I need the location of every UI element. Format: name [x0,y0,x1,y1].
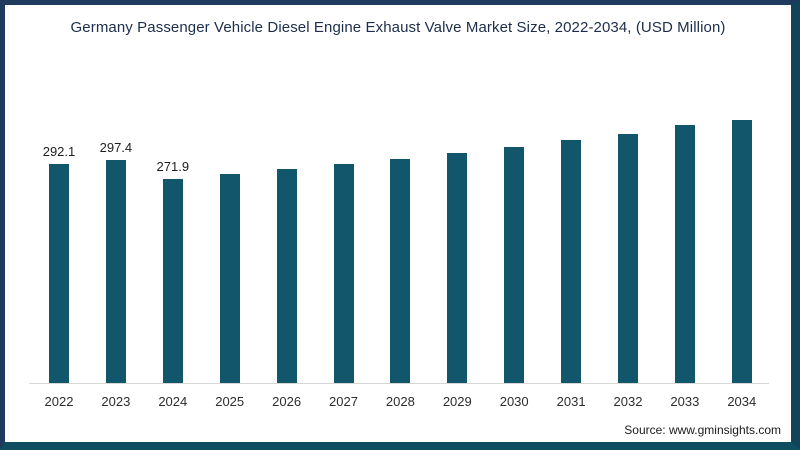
bar-value-label: 297.4 [99,140,133,155]
bar-value-label: 271.9 [156,159,190,174]
x-axis-label: 2025 [215,394,245,409]
x-axis-label: 2026 [272,394,302,409]
x-axis-label: 2032 [613,394,643,409]
bar-chart: 292.1 2022 297.4 2023 271.9 2024 2025 2026 2027 2… [5,5,791,442]
x-axis-label: 2024 [158,394,188,409]
bar [731,120,752,383]
bar [390,159,411,383]
bar [504,147,525,383]
bar [333,164,354,383]
bar [219,174,240,383]
x-axis-label: 2029 [442,394,472,409]
bar [618,134,638,383]
x-axis-label: 2030 [499,394,529,409]
bar [162,179,183,383]
bar [105,160,126,383]
x-axis-label: 2023 [101,394,131,409]
bar [276,169,297,383]
x-axis-label: 2027 [329,394,358,409]
x-axis-label: 2034 [727,394,757,409]
x-axis-label: 2022 [44,394,74,409]
source-text: Source: www.gminsights.com [624,423,781,437]
x-axis-label: 2031 [556,394,586,409]
bar [447,153,468,383]
bar-value-label: 292.1 [42,144,76,159]
bar [49,164,69,383]
bar [561,140,582,383]
bar [674,125,695,383]
x-axis-line [29,383,769,384]
x-axis-label: 2028 [385,394,415,409]
chart-title: Germany Passenger Vehicle Diesel Engine … [70,19,726,36]
x-axis-label: 2033 [670,394,700,409]
